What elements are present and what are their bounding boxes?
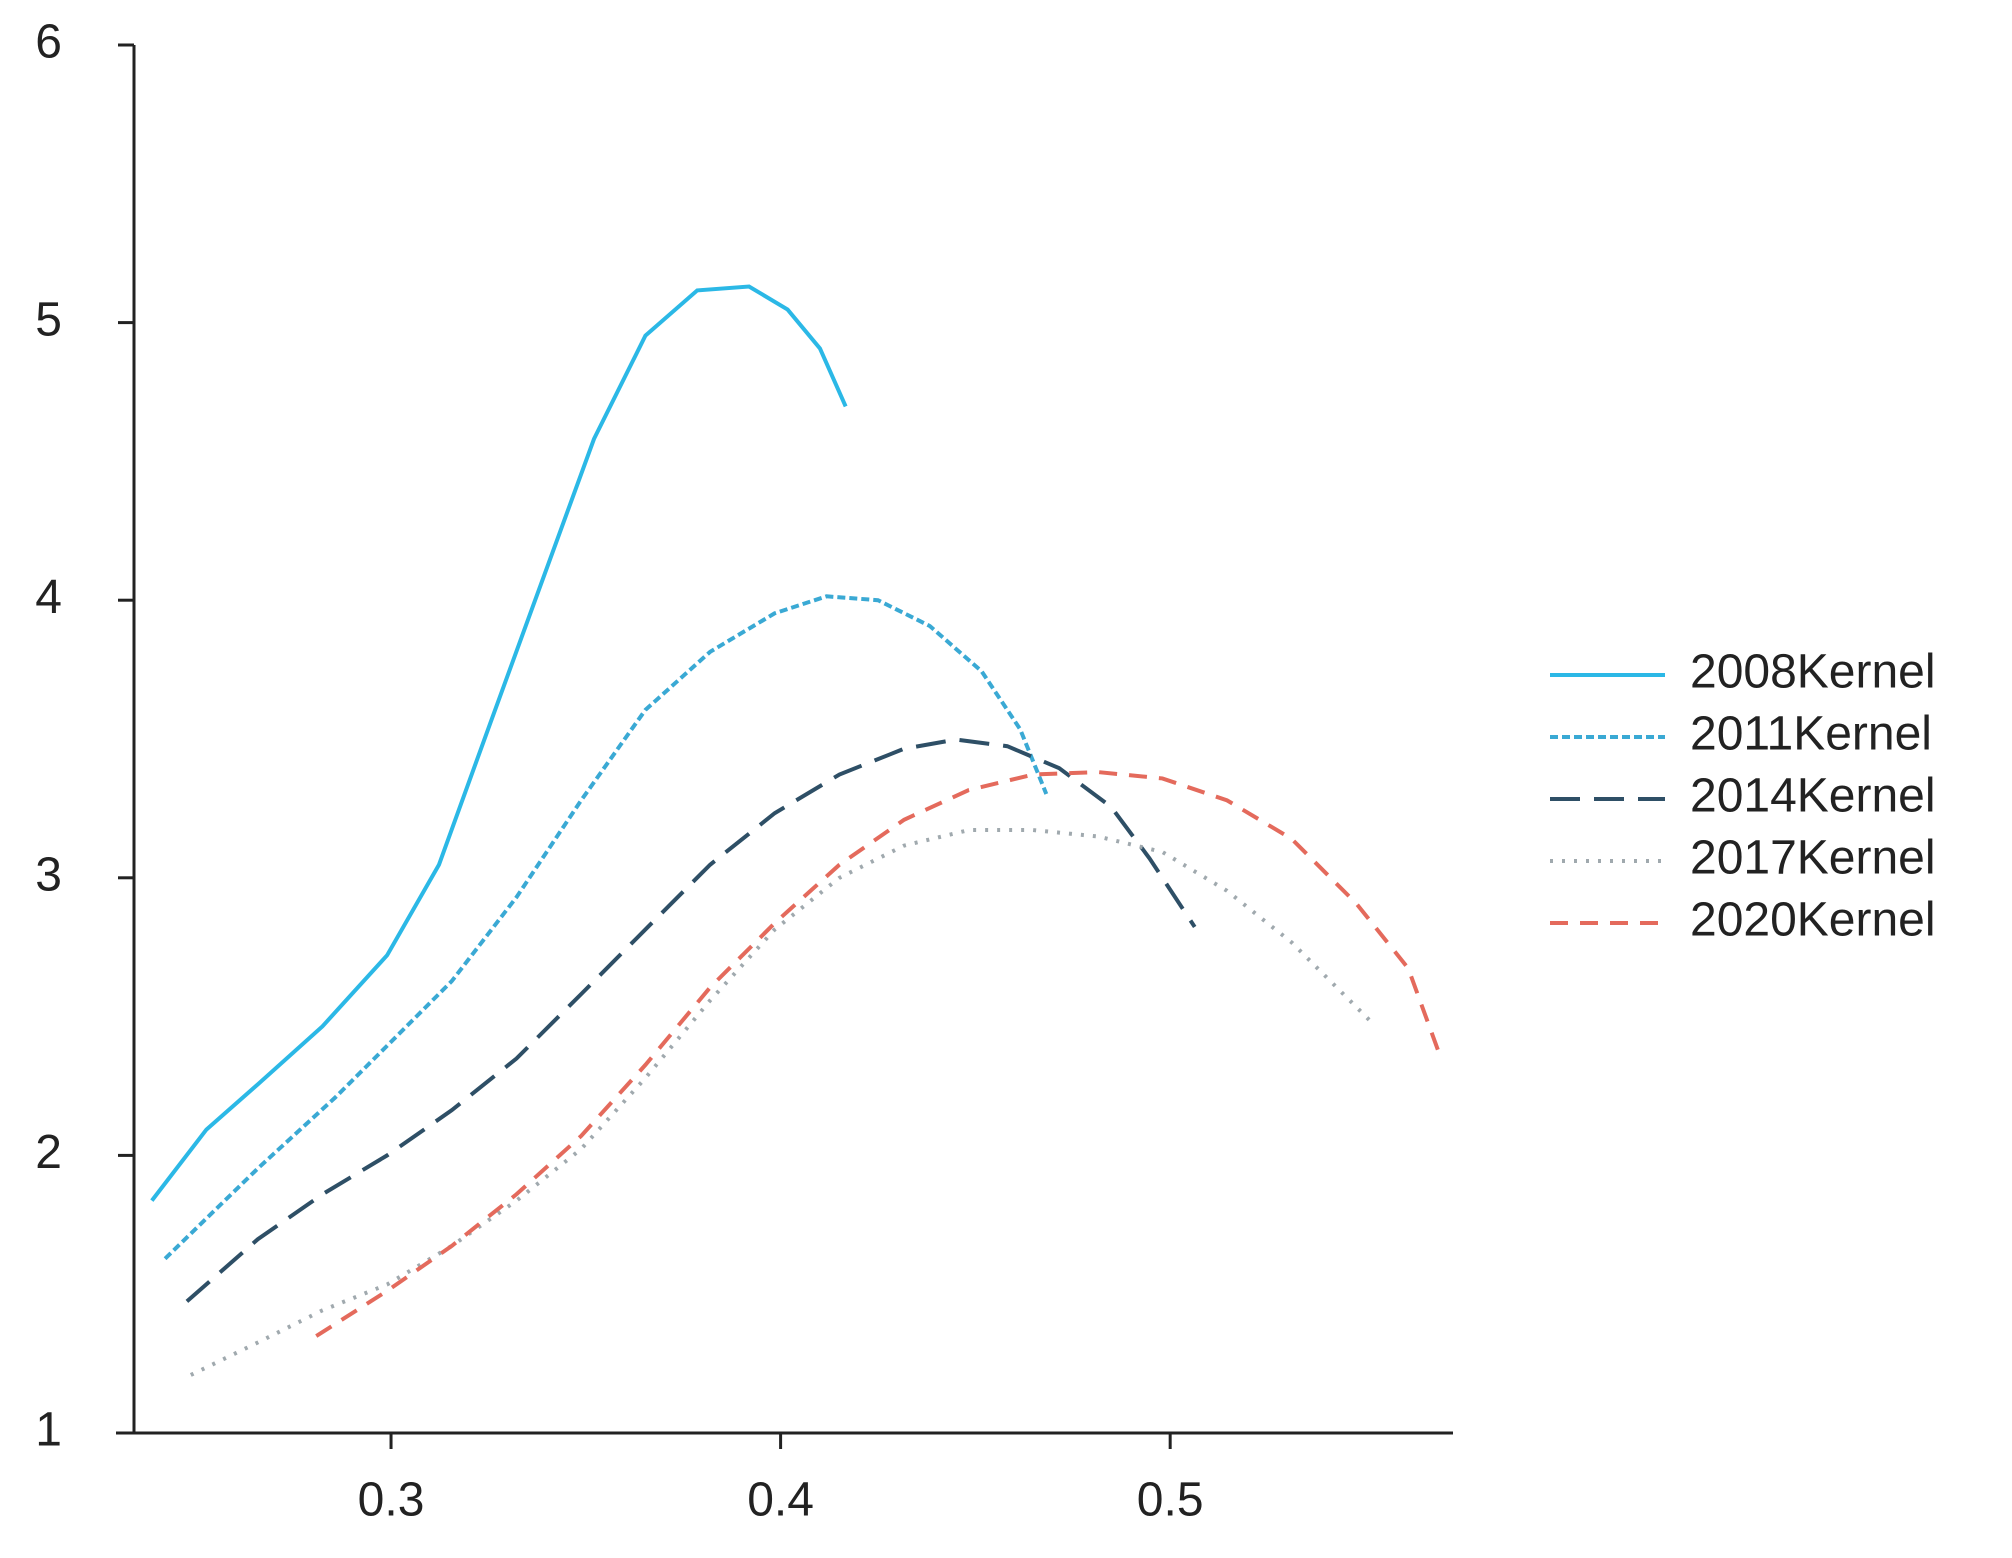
y-tick-label: 4 (35, 571, 62, 624)
line (189, 828, 1371, 1377)
legend-label: 2017Kernel (1690, 832, 1936, 885)
y-tick-label: 5 (35, 293, 62, 346)
y-tick-label: 1 (35, 1404, 62, 1457)
y-tick-label: 6 (35, 16, 62, 69)
x-tick-label: 0.4 (747, 1474, 814, 1527)
y-tick-label: 3 (35, 848, 62, 901)
legend-label: 2011Kernel (1690, 708, 1932, 761)
x-tick-label: 0.5 (1137, 1474, 1204, 1527)
legend-label: 2014Kernel (1690, 770, 1936, 823)
line (150, 284, 848, 1202)
line (185, 737, 1197, 1303)
legend-label: 2008Kernel (1690, 646, 1936, 699)
x-tick-label: 0.3 (358, 1474, 425, 1527)
legend-label: 2020Kernel (1690, 894, 1936, 947)
y-tick-label: 2 (35, 1126, 62, 1179)
line (315, 770, 1443, 1338)
line (163, 594, 1049, 1261)
